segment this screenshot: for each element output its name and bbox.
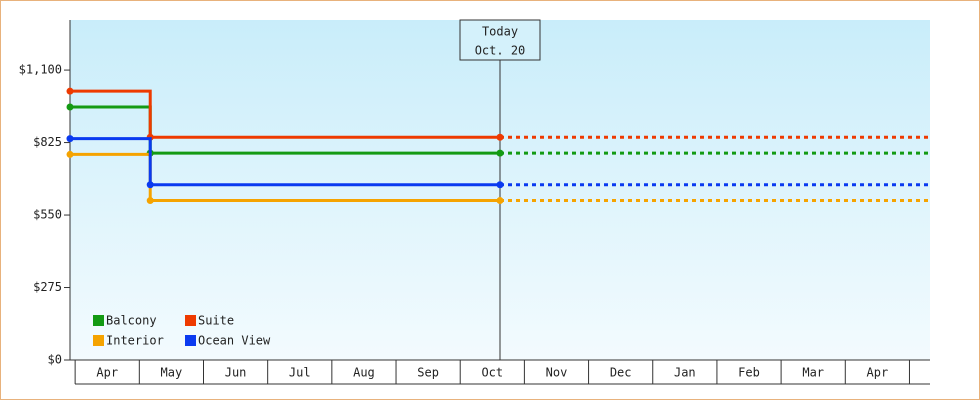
point: [66, 150, 74, 158]
point: [496, 149, 504, 157]
point: [146, 197, 154, 205]
x-tick-label: Dec: [610, 366, 632, 380]
x-tick-label: Mar: [802, 366, 824, 380]
point: [146, 181, 154, 189]
y-tick-label: $0: [48, 353, 62, 367]
point: [66, 103, 74, 111]
x-tick-label: Sep: [417, 366, 439, 380]
x-tick-label: May: [161, 366, 183, 380]
point: [66, 87, 74, 95]
legend-swatch: [93, 315, 104, 326]
x-tick-label: Jun: [225, 366, 247, 380]
legend-label: Ocean View: [198, 334, 271, 348]
today-label: Oct. 20: [475, 44, 526, 58]
x-tick-label: Oct: [481, 366, 503, 380]
x-tick-label: Apr: [96, 366, 118, 380]
point: [496, 197, 504, 205]
x-tick-label: Feb: [738, 366, 760, 380]
y-tick-label: $825: [33, 135, 62, 149]
x-tick-label: Apr: [867, 366, 889, 380]
x-tick-label: Jul: [289, 366, 311, 380]
series-line: [70, 89, 500, 139]
x-tick-label: Aug: [353, 366, 375, 380]
today-box: [459, 19, 541, 61]
point: [496, 133, 504, 141]
legend-swatch: [185, 315, 196, 326]
series-line: [70, 137, 500, 187]
legend-label: Balcony: [106, 314, 157, 328]
legend-label: Interior: [106, 334, 164, 348]
y-tick-label: $275: [33, 280, 62, 294]
point: [66, 135, 74, 143]
point: [496, 181, 504, 189]
y-tick-label: $550: [33, 208, 62, 222]
legend-swatch: [185, 335, 196, 346]
x-tick-label: Jan: [674, 366, 696, 380]
today-label: Today: [482, 25, 518, 39]
legend-label: Suite: [198, 314, 234, 328]
y-tick-label: $1,100: [19, 63, 62, 77]
x-tick-label: Nov: [546, 366, 568, 380]
legend-swatch: [93, 335, 104, 346]
